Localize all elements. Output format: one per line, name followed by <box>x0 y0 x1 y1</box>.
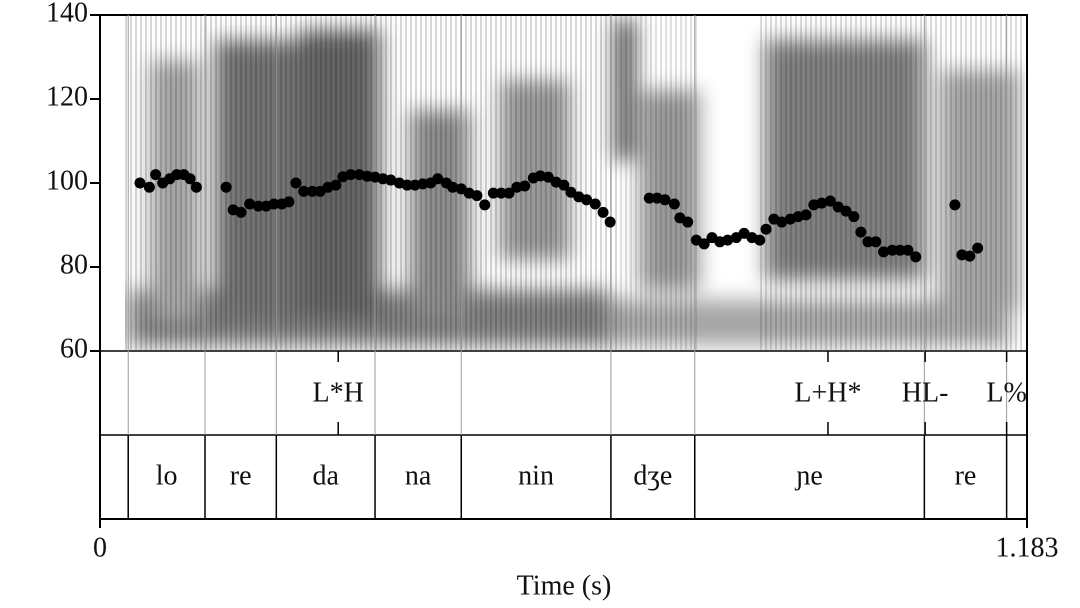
pitch-point <box>910 251 922 263</box>
pitch-point <box>252 200 264 212</box>
syllable-label: na <box>405 460 432 491</box>
pitch-point <box>503 187 515 199</box>
y-tick-label: 140 <box>46 0 88 28</box>
pitch-point <box>401 179 413 191</box>
pitch-point <box>235 206 247 218</box>
pitch-point <box>760 223 772 235</box>
pitch-point <box>298 185 310 197</box>
syllable-label: re <box>230 460 252 491</box>
y-tick-label: 120 <box>46 81 88 112</box>
y-tick-label: 80 <box>60 249 88 280</box>
pitch-point <box>855 226 867 238</box>
syllable-label: ɲe <box>794 460 822 491</box>
pitch-point <box>870 236 882 248</box>
syllable-label: da <box>312 460 339 491</box>
pitch-point <box>643 192 655 204</box>
tone-label: L% <box>986 377 1026 408</box>
pitch-point <box>722 234 734 246</box>
pitch-point <box>471 190 483 202</box>
pitch-point <box>345 169 357 181</box>
pitch-point <box>581 194 593 206</box>
pitch-point <box>824 195 836 207</box>
pitch-point <box>150 169 162 181</box>
x-axis-label: Time (s) <box>517 570 612 601</box>
pitch-point <box>542 171 554 183</box>
pitch-point <box>495 187 507 199</box>
pitch-point <box>816 197 828 209</box>
pitch-point <box>558 179 570 191</box>
pitch-point <box>220 181 232 193</box>
x-tick-label: 0 <box>93 532 107 563</box>
pitch-point <box>487 187 499 199</box>
tone-label: L+H* <box>794 377 861 408</box>
pitch-point <box>848 211 860 223</box>
pitch-point <box>306 185 318 197</box>
pitch-point <box>589 198 601 210</box>
pitch-point <box>754 234 766 246</box>
spectrogram <box>125 16 1025 350</box>
syllable-label: nin <box>518 460 554 491</box>
pitch-point <box>268 198 280 210</box>
x-tick-label: 1.183 <box>996 532 1059 563</box>
pitch-point <box>886 244 898 256</box>
pitch-point <box>668 198 680 210</box>
pitch-point <box>283 196 295 208</box>
pitch-point <box>330 179 342 191</box>
pitch-point <box>134 177 146 189</box>
pitch-point <box>949 199 961 211</box>
pitch-point <box>800 209 812 221</box>
syllable-label: dʒe <box>633 460 672 491</box>
y-tick-label: 60 <box>60 333 88 364</box>
pitch-point <box>597 206 609 218</box>
pitch-point <box>604 216 616 228</box>
pitch-point <box>447 181 459 193</box>
pitch-point <box>190 181 202 193</box>
pitch-point <box>184 173 196 185</box>
pitch-point <box>862 236 874 248</box>
pitch-point <box>659 194 671 206</box>
tone-label: L*H <box>313 377 364 408</box>
pitch-point <box>244 198 256 210</box>
pitch-point <box>385 174 397 186</box>
pitch-point <box>519 180 531 192</box>
pitch-point <box>902 244 914 256</box>
tone-label: HL- <box>902 377 949 408</box>
pitch-point <box>682 216 694 228</box>
pitch-point <box>432 173 444 185</box>
pitch-point <box>776 216 788 228</box>
pitch-point <box>840 205 852 217</box>
y-tick-label: 100 <box>46 165 88 196</box>
pitch-point <box>878 246 890 258</box>
pitch-point <box>290 177 302 189</box>
pitch-point <box>894 244 906 256</box>
syllable-label: lo <box>156 460 178 491</box>
pitch-point <box>479 199 491 211</box>
pitch-point <box>698 238 710 250</box>
syllable-label: re <box>955 460 977 491</box>
pitch-point <box>964 250 976 262</box>
pitch-point <box>972 242 984 254</box>
pitch-point <box>143 181 155 193</box>
